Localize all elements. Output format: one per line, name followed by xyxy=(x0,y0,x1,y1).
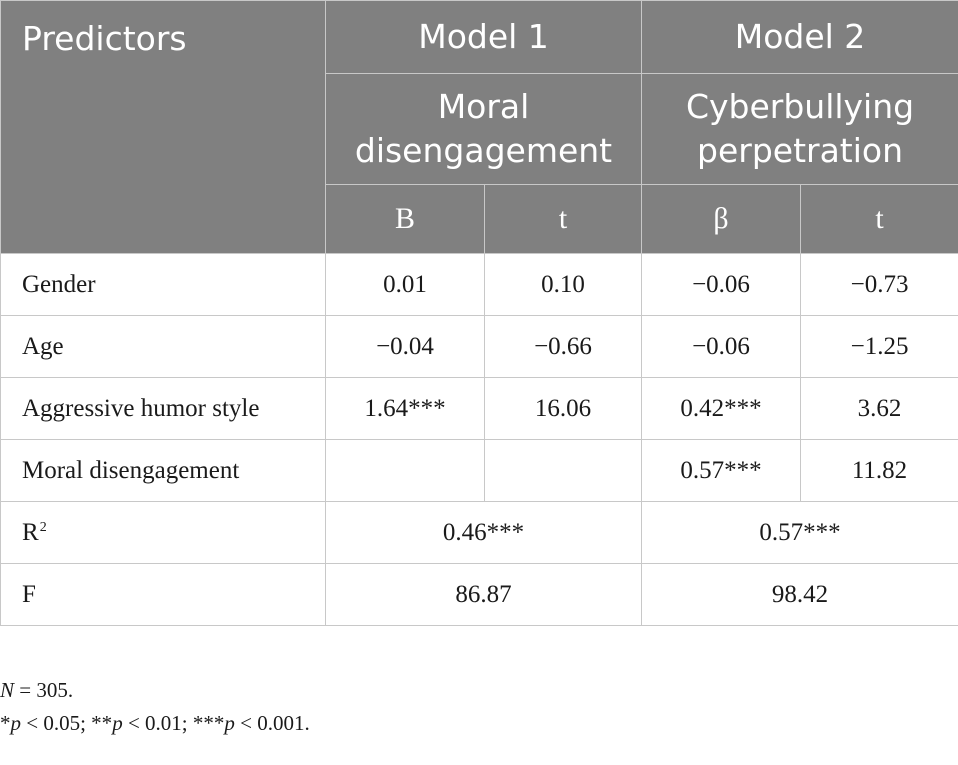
model2-coef-cell: 0.57*** xyxy=(641,439,802,502)
model2-coef-cell: 0.42*** xyxy=(641,377,802,440)
p-symbol: p xyxy=(10,711,22,735)
model2-header: Model 2 xyxy=(641,0,958,74)
model1-coef-cell: −0.04 xyxy=(325,315,485,378)
table-notes: N = 305. *p < 0.05; **p < 0.01; ***p < 0… xyxy=(0,674,310,740)
model1-outcome-header: Moral disengagement xyxy=(324,73,643,185)
table-row: Aggressive humor style 1.64*** 16.06 0.4… xyxy=(0,377,958,440)
model2-t-cell: 11.82 xyxy=(800,439,958,502)
header-row-outcomes: Moral disengagement Cyberbullying perpet… xyxy=(1,73,958,185)
model1-t-cell xyxy=(483,439,643,502)
p-symbol: p xyxy=(112,711,123,735)
model1-outcome-line2: disengagement xyxy=(354,131,613,170)
model2-coef-cell: −0.06 xyxy=(641,315,802,378)
model2-coef-cell: −0.06 xyxy=(641,253,802,316)
model1-outcome-line1: Moral xyxy=(437,87,530,126)
model1-f-cell: 86.87 xyxy=(324,563,643,626)
model1-header: Model 1 xyxy=(324,0,643,74)
row-label: Aggressive humor style xyxy=(0,377,326,440)
sig-star-1: * xyxy=(0,711,11,735)
model1-coef-cell xyxy=(325,439,485,502)
model1-t-cell: 0.10 xyxy=(483,253,643,316)
row-label: Gender xyxy=(0,253,326,316)
sig-threshold-3: < 0.001. xyxy=(234,711,310,735)
predictors-header: Predictors xyxy=(0,0,326,254)
r2-superscript: 2 xyxy=(39,519,47,535)
model2-coef-header: β xyxy=(641,184,802,254)
f-label: F xyxy=(0,563,326,626)
r2-label: R2 xyxy=(0,501,326,564)
p-symbol: p xyxy=(224,711,235,735)
model2-f-cell: 98.42 xyxy=(641,563,958,626)
model2-r2-cell: 0.57*** xyxy=(641,501,958,564)
table-row: Moral disengagement 0.57*** 11.82 xyxy=(0,439,958,502)
model2-t-cell: 3.62 xyxy=(800,377,958,440)
model2-outcome-header: Cyberbullying perpetration xyxy=(641,73,958,185)
sample-size-note: N = 305. xyxy=(0,674,310,707)
model1-r2-cell: 0.46*** xyxy=(324,501,643,564)
model1-coef-cell: 0.01 xyxy=(325,253,485,316)
model2-t-cell: −1.25 xyxy=(800,315,958,378)
model1-t-cell: −0.66 xyxy=(483,315,643,378)
r2-row: R2 0.46*** 0.57*** xyxy=(0,501,958,564)
sig-threshold-1: < 0.05; ** xyxy=(21,711,113,735)
sig-threshold-2: < 0.01; *** xyxy=(122,711,225,735)
model1-coef-header: B xyxy=(325,184,485,254)
f-row: F 86.87 98.42 xyxy=(0,563,958,626)
header-row-models: Predictors Model 1 Model 2 xyxy=(0,0,958,254)
model2-outcome-line1: Cyberbullying xyxy=(685,87,915,126)
model1-coef-cell: 1.64*** xyxy=(325,377,485,440)
r2-label-text: R xyxy=(22,518,39,546)
row-label: Age xyxy=(0,315,326,378)
header-row-statistics: B t β t xyxy=(1,184,958,254)
model2-outcome-line2: perpetration xyxy=(697,131,904,170)
model1-t-header: t xyxy=(483,184,643,254)
significance-note: *p < 0.05; **p < 0.01; ***p < 0.001. xyxy=(0,707,310,740)
row-label: Moral disengagement xyxy=(0,439,326,502)
n-value: = 305. xyxy=(14,678,74,702)
regression-table: Predictors Model 1 Model 2 Moral disenga… xyxy=(0,0,958,626)
model2-t-header: t xyxy=(800,184,958,254)
model2-t-cell: −0.73 xyxy=(800,253,958,316)
table-row: Gender 0.01 0.10 −0.06 −0.73 xyxy=(0,253,958,316)
table-row: Age −0.04 −0.66 −0.06 −1.25 xyxy=(0,315,958,378)
n-symbol: N xyxy=(0,678,15,702)
model1-t-cell: 16.06 xyxy=(483,377,643,440)
